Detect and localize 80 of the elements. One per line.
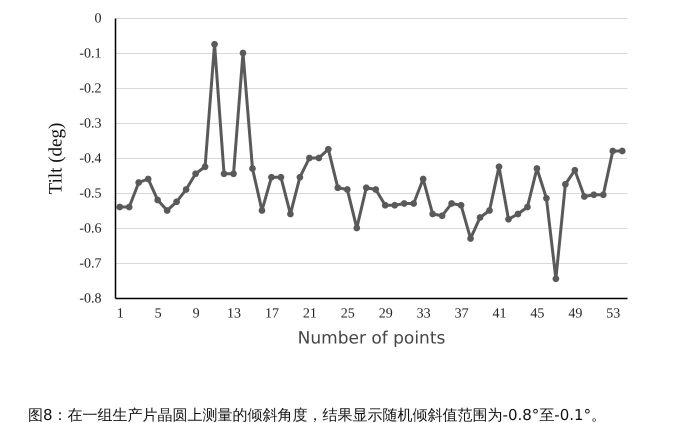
x-axis-title: Number of points	[298, 328, 446, 348]
point	[420, 176, 426, 182]
point	[534, 165, 540, 172]
y-tick-label: -0.7	[79, 256, 102, 272]
point	[164, 207, 170, 214]
point	[391, 202, 398, 209]
y-axis-title: Tilt (deg)	[45, 122, 66, 194]
x-tick-label: 5	[154, 306, 162, 322]
x-tick-label: 25	[340, 306, 355, 322]
point	[410, 200, 418, 207]
x-tick-label: 21	[302, 306, 317, 322]
point	[258, 207, 266, 214]
point	[192, 170, 199, 178]
point	[496, 163, 502, 170]
x-tick-label: 9	[192, 306, 200, 322]
point	[344, 186, 351, 193]
point	[240, 50, 246, 56]
x-tick-label: 49	[568, 306, 582, 322]
x-tick-label: 37	[454, 306, 469, 322]
y-tick-label: 0	[94, 12, 102, 26]
point	[316, 154, 322, 162]
point	[278, 174, 284, 181]
point	[202, 163, 208, 170]
point	[400, 200, 408, 207]
y-tick-label: -0.2	[79, 82, 102, 96]
point	[382, 202, 389, 209]
point	[306, 154, 313, 162]
point	[126, 204, 133, 210]
point	[572, 166, 578, 174]
x-tick-label: 1	[116, 306, 124, 322]
point	[562, 180, 569, 188]
point	[458, 202, 464, 209]
point	[618, 148, 626, 154]
x-tick-label: 45	[530, 306, 544, 322]
point	[230, 170, 237, 178]
x-tick-label: 41	[492, 306, 506, 322]
point	[154, 196, 162, 204]
x-tick-label: 17	[264, 306, 279, 322]
y-tick-label: -0.1	[79, 46, 102, 62]
x-tick-label: 13	[227, 306, 242, 322]
point	[552, 275, 560, 282]
point	[287, 210, 294, 218]
x-tick-label: 33	[416, 306, 431, 322]
point	[268, 174, 275, 181]
point	[182, 186, 190, 193]
point	[505, 216, 512, 223]
point	[144, 176, 152, 182]
point	[249, 165, 256, 172]
point	[476, 214, 484, 221]
point	[372, 186, 380, 193]
point	[429, 210, 436, 218]
point	[580, 193, 588, 200]
y-tick-label: -0.6	[79, 222, 102, 236]
point	[173, 198, 180, 206]
caption: 图8：在一组生产片晶圆上测量的倾斜角度，结果显示随机倾斜值范围为-0.8°至-0.1°。	[28, 406, 608, 423]
point	[467, 235, 474, 242]
y-tick-label: -0.4	[79, 152, 102, 166]
point	[524, 204, 531, 210]
point	[438, 212, 446, 220]
point	[324, 146, 332, 153]
point	[590, 191, 598, 198]
point	[135, 179, 142, 186]
point	[362, 184, 370, 192]
point	[353, 224, 360, 232]
x-tick-label: 53	[606, 306, 620, 322]
y-tick-label: -0.8	[79, 292, 102, 306]
point	[116, 204, 124, 210]
x-tick-label: 29	[378, 306, 393, 322]
point	[220, 170, 228, 178]
point	[211, 40, 218, 48]
point	[334, 184, 342, 192]
point	[600, 191, 607, 198]
point	[609, 148, 616, 154]
y-tick-label: -0.5	[79, 186, 102, 202]
y-tick-label: -0.3	[79, 116, 102, 132]
point	[448, 200, 455, 207]
point	[514, 210, 522, 218]
point	[543, 194, 550, 202]
point	[486, 207, 493, 214]
point	[296, 174, 304, 181]
